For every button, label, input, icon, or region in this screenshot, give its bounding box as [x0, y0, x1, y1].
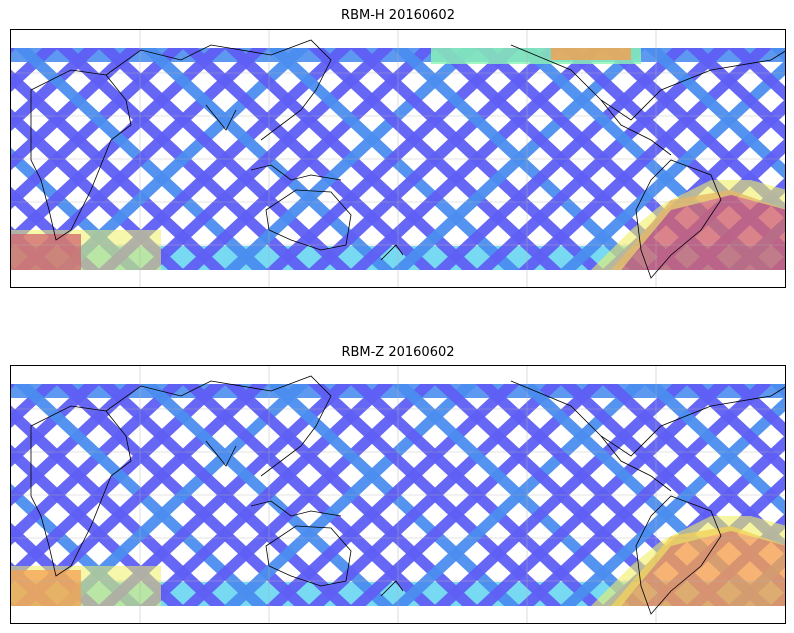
- coastlines: [30, 39, 785, 279]
- swath-asc: [727, 384, 785, 438]
- hot-region-south-america: [591, 516, 785, 606]
- swath-asc: [727, 48, 785, 102]
- hot-region-southwest: [11, 230, 161, 270]
- map-frame: [10, 29, 786, 288]
- hot-region-southwest: [11, 566, 161, 606]
- gridlines: [11, 30, 785, 287]
- hot-region-north: [431, 48, 641, 64]
- map-frame: [10, 365, 786, 624]
- swath-asc: [685, 384, 785, 477]
- coastlines: [30, 375, 785, 615]
- gridlines: [11, 366, 785, 623]
- swath-asc: [685, 48, 785, 141]
- hot-region-south-america: [591, 180, 785, 270]
- map-canvas: [11, 366, 785, 623]
- panel-title: RBM-H 20160602: [341, 8, 455, 23]
- map-canvas: [11, 30, 785, 287]
- panel-title: RBM-Z 20160602: [341, 345, 455, 360]
